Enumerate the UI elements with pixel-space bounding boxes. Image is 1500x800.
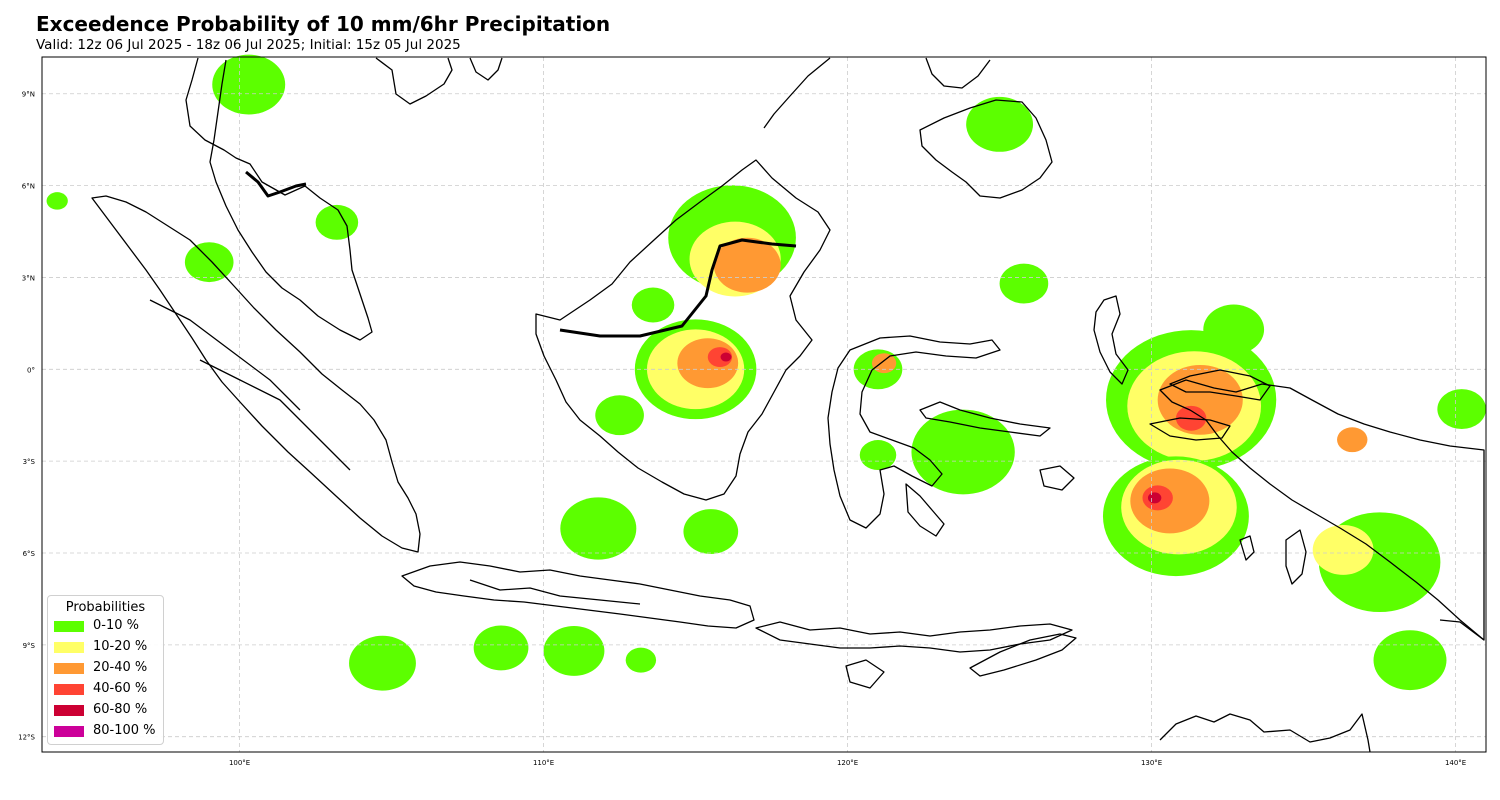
- lon-tick-label: 140°E: [1445, 759, 1466, 767]
- precip-area-w-sumatra: [46, 192, 68, 210]
- legend-swatch: [54, 726, 84, 737]
- coast-philippines-n: [925, 57, 991, 89]
- precip-area-molucca-sea: [911, 409, 1015, 495]
- lat-tick-label: 6°S: [23, 550, 36, 558]
- coast-borneo: [535, 159, 831, 501]
- coast-lesser-sunda: [755, 621, 1073, 653]
- coast-palawan: [763, 57, 831, 129]
- coast-seram: [1149, 417, 1231, 441]
- lon-tick-label: 110°E: [533, 759, 554, 767]
- lon-tick-label: 130°E: [1141, 759, 1162, 767]
- coast-borneo-border-a: [245, 170, 307, 198]
- lat-tick-label: 3°S: [23, 458, 36, 466]
- precip-area-borneo-c-d: [720, 352, 732, 362]
- coast-halmahera: [1093, 295, 1129, 385]
- precip-area-sulawesi-n-o: [871, 353, 897, 374]
- legend-label: 0-10 %: [93, 618, 139, 633]
- legend-label: 80-100 %: [93, 723, 156, 738]
- precip-area-banda-sea-d: [1147, 492, 1162, 504]
- coast-australia: [1159, 713, 1371, 753]
- precip-area-papua-s-y: [1312, 525, 1374, 575]
- lat-tick-label: 9°N: [22, 91, 35, 99]
- precip-area-malaya-e: [315, 204, 359, 240]
- legend-swatch: [54, 663, 84, 674]
- legend-label: 20-40 %: [93, 660, 148, 675]
- map-title: Exceedence Probability of 10 mm/6hr Prec…: [36, 12, 611, 36]
- coast-sumatra: [91, 195, 421, 553]
- lat-tick-label: 6°N: [22, 183, 35, 191]
- coast-aru: [1285, 529, 1307, 585]
- precip-area-south-a: [349, 635, 416, 691]
- precip-area-borneo-sw: [595, 395, 644, 436]
- legend-swatch: [54, 621, 84, 632]
- legend-swatch: [54, 642, 84, 653]
- legend-swatch: [54, 705, 84, 716]
- precip-area-n-sumatra: [184, 242, 234, 283]
- coast-sulawesi-e: [919, 401, 1051, 437]
- legend-swatch: [54, 684, 84, 695]
- coast-mindanao: [919, 99, 1053, 199]
- precip-area-south-c: [543, 626, 605, 676]
- coastlines: [91, 57, 1485, 753]
- coast-java: [401, 561, 755, 629]
- coast-gulf-thailand: [375, 57, 453, 105]
- map-border: [41, 56, 1487, 753]
- precip-area-malaya-nw: [212, 54, 286, 115]
- legend-label: 10-20 %: [93, 639, 148, 654]
- coast-timor: [969, 633, 1077, 677]
- coast-cambodia: [469, 57, 503, 81]
- legend-title: Probabilities: [65, 600, 146, 615]
- precip-area-timor-sea: [1373, 630, 1447, 691]
- coast-cape-york: [1439, 619, 1485, 641]
- precip-area-papua-n-o: [1337, 427, 1368, 453]
- coast-malay-peninsula: [185, 57, 373, 341]
- grid-lines: [42, 57, 1486, 752]
- coast-new-guinea: [1159, 379, 1485, 641]
- precip-layer: [46, 54, 1487, 691]
- precip-area-borneo-c-r: [707, 347, 733, 368]
- coast-sumatra-inland-b: [199, 359, 351, 471]
- precip-area-papua-ne: [1437, 389, 1487, 430]
- precip-area-java-sea-e: [683, 509, 739, 554]
- precip-area-borneo-n-o: [713, 237, 781, 293]
- coast-kai: [1239, 535, 1255, 561]
- precip-area-south-b: [473, 625, 529, 671]
- lat-tick-label: 0°: [27, 366, 35, 374]
- lon-tick-label: 100°E: [229, 759, 250, 767]
- probability-legend: Probabilities 0-10 % 10-20 % 20-40 % 40-…: [47, 595, 164, 745]
- axis-ticks: 100°E 110°E 120°E 130°E 140°E 9°N 6°N 3°N 0° 3°S 6…: [18, 91, 1466, 767]
- precip-area-sulawesi-sea: [999, 263, 1049, 304]
- coast-java-inland: [469, 579, 641, 605]
- coast-sulawesi: [827, 335, 1001, 529]
- lon-tick-label: 120°E: [837, 759, 858, 767]
- lat-tick-label: 12°S: [18, 734, 35, 742]
- coast-sumatra-inland-a: [149, 299, 301, 411]
- coast-bird-head: [1169, 369, 1271, 401]
- coast-sulawesi-se: [905, 483, 945, 537]
- precip-area-mindanao: [966, 96, 1034, 152]
- coast-buru: [1039, 465, 1075, 491]
- legend-label: 60-80 %: [93, 702, 148, 717]
- precip-area-sulawesi-c: [859, 440, 897, 470]
- legend-label: 40-60 %: [93, 681, 148, 696]
- coast-sumba: [845, 659, 885, 689]
- coast-borneo-inland: [559, 238, 797, 338]
- precip-area-south-d: [625, 647, 657, 673]
- precip-area-java-sea-n: [560, 497, 637, 560]
- map-subtitle: Valid: 12z 06 Jul 2025 - 18z 06 Jul 2025…: [36, 37, 461, 53]
- lat-tick-label: 3°N: [22, 274, 35, 282]
- precip-area-borneo-nw: [631, 287, 675, 323]
- lat-tick-label: 9°S: [23, 642, 36, 650]
- precip-area-papua-nw: [1203, 304, 1265, 355]
